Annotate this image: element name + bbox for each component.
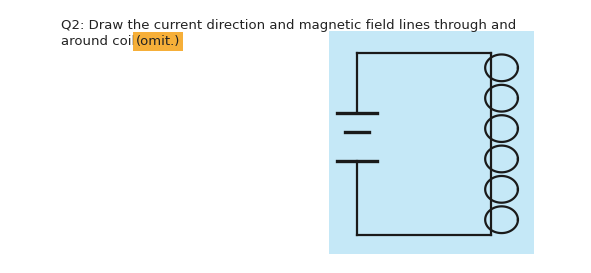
Text: around coil: around coil bbox=[60, 35, 139, 48]
Text: Q2: Draw the current direction and magnetic field lines through and: Q2: Draw the current direction and magne… bbox=[60, 19, 516, 32]
Bar bbox=[329, 31, 534, 254]
Text: (omit.): (omit.) bbox=[136, 35, 180, 48]
